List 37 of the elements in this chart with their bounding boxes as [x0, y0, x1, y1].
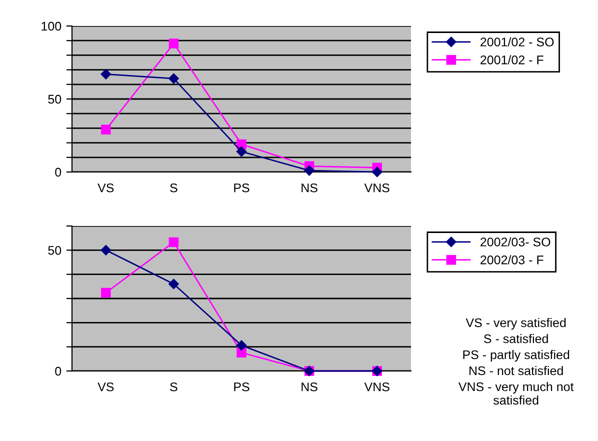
point [168, 38, 179, 48]
x-tick-label: VNS [364, 382, 390, 392]
point [304, 165, 314, 176]
point [236, 146, 247, 157]
x-tick-label: PS [234, 382, 250, 392]
point [100, 245, 112, 256]
legend-label: 2001/02 - F [480, 55, 544, 64]
x-tick-label: VNS [364, 183, 390, 192]
x-tick-label: PS [234, 183, 250, 192]
point [101, 288, 111, 298]
y-tick-label: 0 [55, 168, 62, 177]
legend-label: 2001/02 - SO [480, 37, 554, 46]
x-tick-label: S [170, 183, 178, 192]
y-tick-label: 100 [42, 22, 62, 31]
legend-label: 2002/03- SO [480, 237, 550, 246]
point [101, 124, 111, 135]
legend-label: 2002/03 - F [480, 255, 544, 264]
point [236, 340, 247, 350]
point [168, 237, 179, 248]
point [168, 73, 179, 84]
text: NS - not satisfied [470, 366, 563, 376]
text: S - satisfied [484, 334, 548, 344]
point [100, 69, 112, 80]
point [372, 166, 382, 178]
y-tick-label: 50 [48, 246, 62, 255]
y-tick-label: 0 [55, 366, 62, 376]
text: PS - partly satisfied [463, 350, 570, 362]
y-tick-label: 50 [48, 94, 62, 104]
point [236, 348, 246, 358]
x-tick-label: S [170, 382, 178, 392]
x-tick-label: VS [98, 382, 114, 392]
text: VS - very satisfied [466, 318, 566, 330]
x-tick-label: NS [302, 382, 318, 392]
text: VNS - very much not satisfied [458, 382, 574, 405]
point [168, 278, 179, 290]
x-tick-label: NS [302, 183, 318, 192]
x-tick-label: VS [98, 183, 114, 192]
